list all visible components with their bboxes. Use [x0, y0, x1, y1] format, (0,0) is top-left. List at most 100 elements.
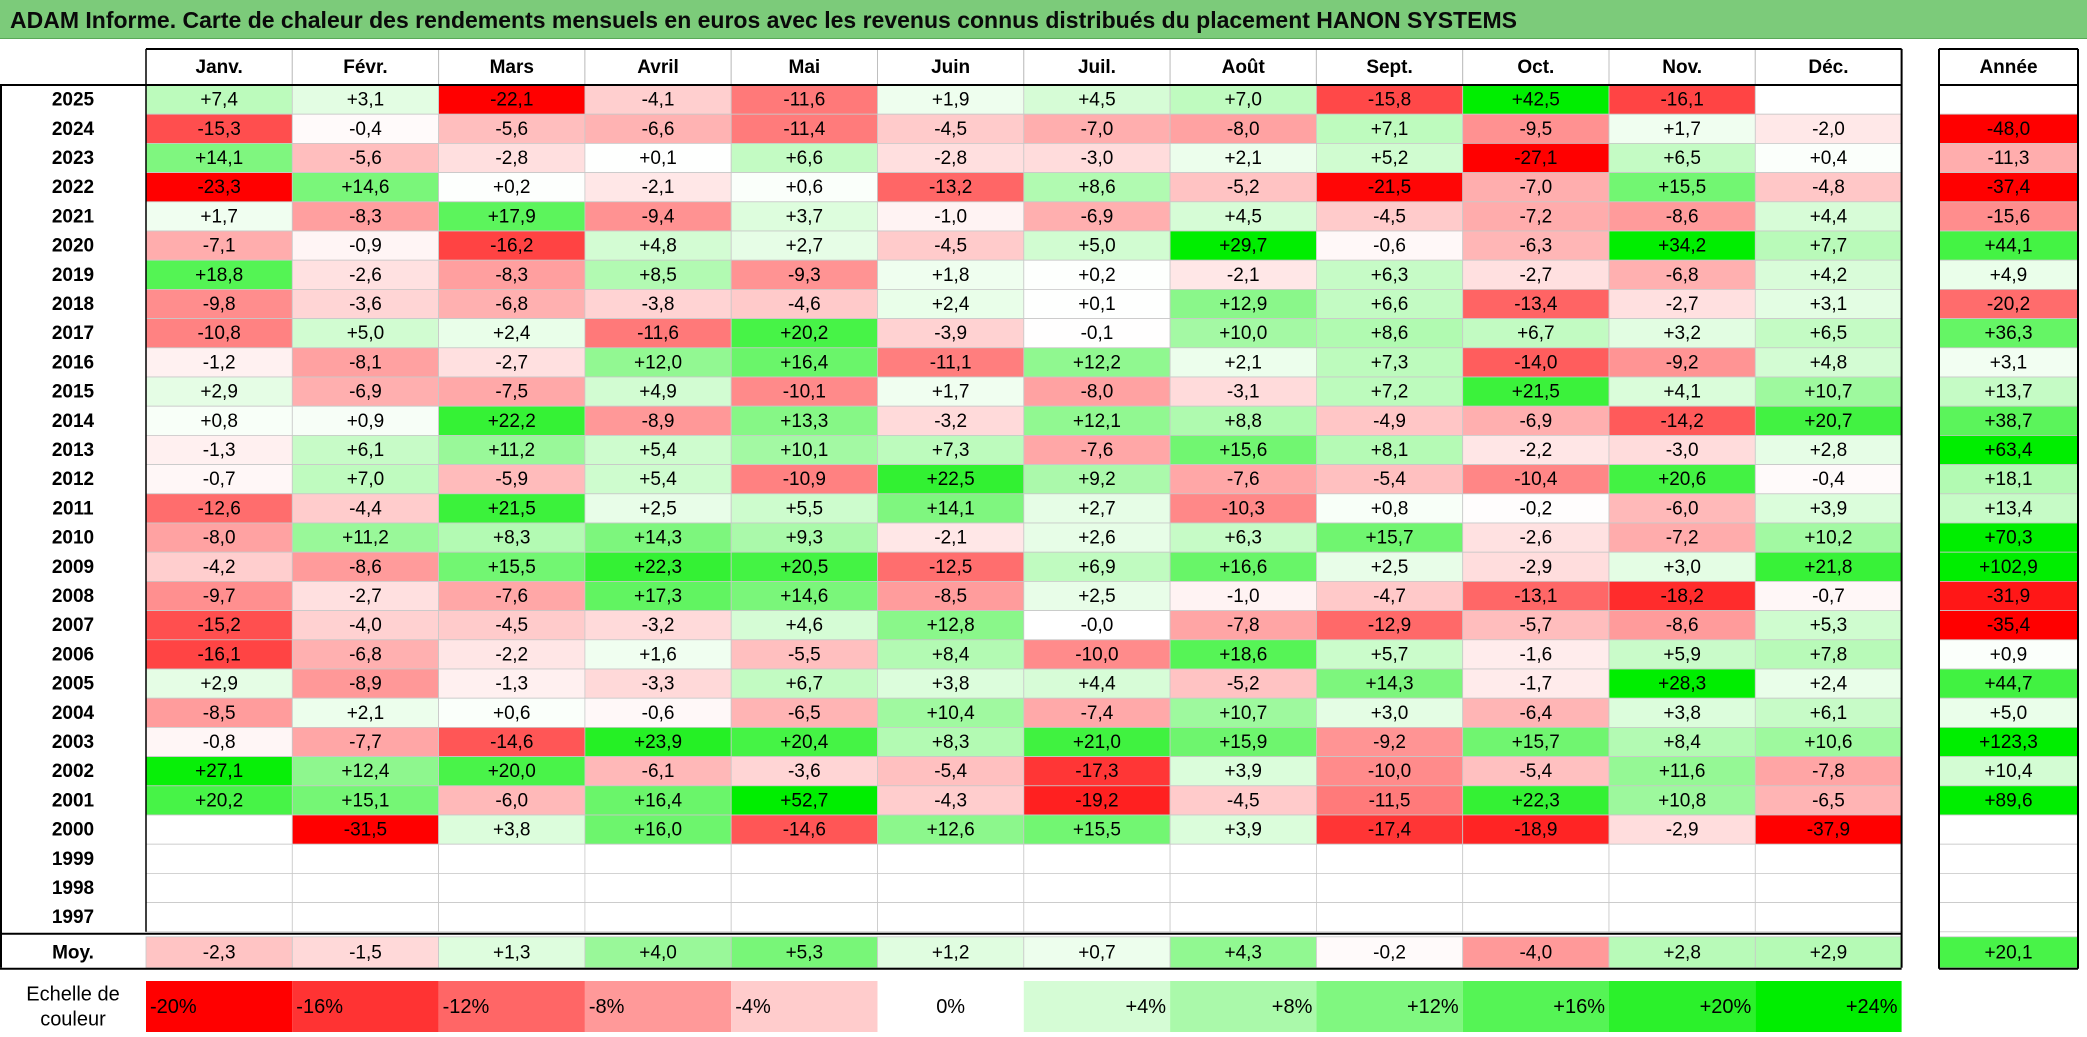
cell-value: +15,7	[1512, 732, 1560, 753]
cell-value: +15,5	[1073, 820, 1121, 841]
cell-value: -2,2	[495, 644, 528, 665]
cell-value: +0,2	[493, 177, 531, 198]
heatmap-cell	[1023, 756, 1171, 787]
annual-value: +36,3	[1984, 323, 2032, 344]
cell-value: -23,3	[197, 177, 240, 198]
year-label: 2023	[52, 148, 94, 169]
cell-value: +12,2	[1073, 352, 1121, 373]
heatmap-cell	[438, 902, 586, 933]
color-scale-swatch	[584, 981, 732, 1032]
heatmap-cell	[730, 581, 878, 612]
heatmap-cell	[145, 434, 293, 465]
cell-value: -0,4	[1812, 469, 1845, 490]
annual-cell	[1938, 902, 2079, 933]
cell-value: -0,7	[1812, 586, 1845, 607]
year-label: 2012	[52, 469, 94, 490]
cell-value: +4,5	[1078, 90, 1116, 111]
heatmap-cell	[145, 84, 293, 115]
average-value: +2,8	[1663, 942, 1701, 963]
cell-value: -11,4	[783, 119, 825, 140]
year-label: 1999	[52, 849, 94, 870]
cell-value: +10,7	[1219, 703, 1267, 724]
annual-value: -20,2	[1987, 294, 2030, 315]
heatmap-cell	[1462, 493, 1610, 524]
heatmap-cell	[877, 843, 1025, 874]
heatmap-cell	[877, 376, 1025, 407]
cell-value: -0,2	[1519, 498, 1552, 519]
cell-value: +21,8	[1804, 557, 1852, 578]
annual-value: +44,7	[1984, 674, 2032, 695]
cell-value: -6,8	[349, 644, 382, 665]
cell-value: +7,0	[347, 469, 385, 490]
cell-value: +0,9	[347, 411, 385, 432]
cell-value: +3,9	[1224, 761, 1262, 782]
heatmap-cell	[145, 814, 293, 845]
month-header-label: Déc.	[1808, 57, 1848, 78]
cell-value: -10,8	[197, 323, 240, 344]
cell-value: -6,4	[1519, 703, 1552, 724]
month-header-cell	[730, 48, 879, 86]
cell-value: -2,6	[349, 265, 382, 286]
month-header-cell	[1608, 48, 1756, 86]
heatmap-cell	[1462, 581, 1610, 612]
heatmap-cell	[1023, 697, 1171, 728]
month-header-label: Mai	[789, 57, 821, 78]
cell-value: -2,7	[349, 586, 382, 607]
average-cell	[1462, 936, 1610, 969]
heatmap-cell	[1608, 843, 1756, 874]
cell-value: +21,5	[488, 498, 536, 519]
heatmap-cell	[584, 697, 732, 728]
cell-value: +2,9	[200, 382, 238, 403]
heatmap-cell	[291, 201, 439, 232]
cell-value: -2,9	[1666, 820, 1699, 841]
heatmap-cell	[1608, 113, 1756, 144]
color-scale-label-line2: couleur	[40, 1008, 106, 1030]
average-cell	[438, 936, 586, 969]
cell-value: -16,1	[1660, 90, 1703, 111]
color-scale-swatch	[731, 981, 878, 1032]
cell-value: +6,3	[1224, 528, 1262, 549]
annual-value: +13,7	[1984, 382, 2032, 403]
cell-value: -7,2	[1666, 528, 1699, 549]
heatmap-cell	[291, 727, 439, 758]
heatmap-cell	[877, 697, 1025, 728]
heatmap-cell	[438, 376, 586, 407]
cell-value: +6,6	[1371, 294, 1409, 315]
cell-value: -5,4	[934, 761, 967, 782]
cell-value: +6,1	[347, 440, 385, 461]
cell-value: -0,0	[1081, 615, 1114, 636]
cell-value: -5,5	[788, 644, 821, 665]
heatmap-cell	[584, 172, 732, 203]
cell-value: -8,3	[495, 265, 528, 286]
cell-value: +1,7	[200, 206, 238, 227]
cell-value: -2,8	[495, 148, 528, 169]
heatmap-cell	[730, 522, 878, 553]
cell-value: -4,8	[1812, 177, 1845, 198]
year-label: 2017	[52, 323, 94, 344]
cell-value: +2,6	[1078, 528, 1116, 549]
heatmap-cell	[1462, 230, 1610, 261]
annual-cell	[1938, 639, 2079, 670]
cell-value: -5,9	[495, 469, 528, 490]
cell-value: +3,0	[1663, 557, 1701, 578]
cell-value: -3,2	[934, 411, 967, 432]
cell-value: -13,1	[1514, 586, 1557, 607]
heatmap-cell	[1608, 551, 1756, 582]
cell-value: +1,7	[1663, 119, 1701, 140]
month-header-label: Janv.	[196, 57, 243, 78]
heatmap-cell	[584, 142, 732, 173]
heatmap-cell	[1608, 376, 1756, 407]
cell-value: +13,3	[780, 411, 828, 432]
month-header-label: Nov.	[1662, 57, 1702, 78]
heatmap-cell	[1316, 873, 1464, 904]
heatmap-cell	[1169, 522, 1317, 553]
cell-value: -14,0	[1514, 352, 1557, 373]
cell-value: +2,4	[493, 323, 531, 344]
heatmap-cell	[1316, 434, 1464, 465]
cell-value: +15,9	[1219, 732, 1267, 753]
cell-value: +14,1	[195, 148, 243, 169]
cell-value: +5,3	[1810, 615, 1848, 636]
cell-value: +4,8	[1810, 352, 1848, 373]
heatmap-cell	[1316, 172, 1464, 203]
cell-value: +10,4	[927, 703, 976, 724]
